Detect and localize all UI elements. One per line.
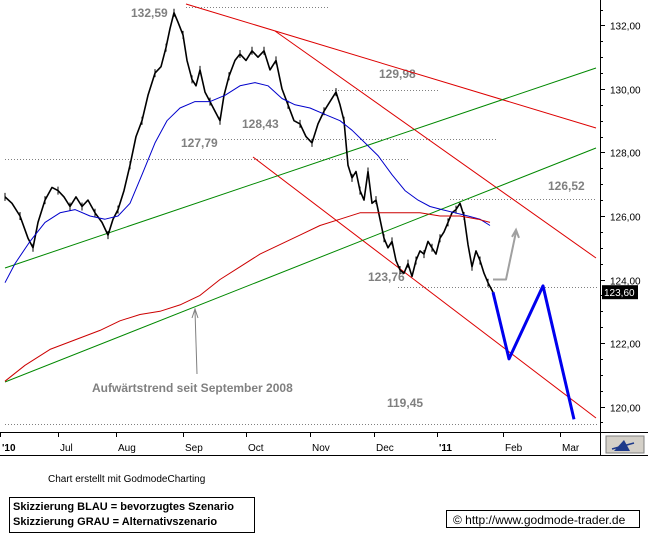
level-label-2: 129,98 (379, 67, 416, 81)
y-tick-label: 126,00 (610, 213, 641, 224)
trendline-green-lower (4, 147, 597, 383)
scenario-legend: Skizzierung BLAU = bevorzugtes Szenario … (9, 497, 255, 533)
x-tick-label: Jul (60, 443, 73, 454)
series-moving-average-2 (4, 82, 491, 283)
last-price-box (602, 285, 638, 300)
level-label-4: 127,79 (181, 136, 218, 150)
trendline-red-channel-top (274, 30, 597, 259)
x-tick-label: Oct (248, 443, 264, 454)
series-moving-average-3 (4, 212, 491, 382)
series-price-1 (4, 11, 494, 293)
legend-line-grey: Skizzierung GRAU = Alternativszenario (13, 516, 218, 528)
support-resistance-levels: 132,59 129,98 128,43 127,79 126,52 123,76 119,… (5, 6, 597, 425)
annotation-arrow-head (191, 307, 199, 319)
corner-logo-icon (605, 435, 645, 454)
y-tick-label: 120,00 (610, 404, 641, 415)
x-tick-label: '11 (439, 443, 452, 454)
price-series (4, 8, 576, 420)
y-axis: 132,00 130,00 128,00 126,00 124,00 122,00 120,… (600, 10, 641, 423)
level-label-1: 132,59 (131, 6, 168, 20)
y-tick-label: 128,00 (610, 149, 641, 160)
y-tick-label: 132,00 (610, 22, 641, 33)
x-axis: '10 Jul Aug Sep Oct Nov Dec '11 Feb Mar (0, 432, 580, 454)
x-tick-label: Aug (118, 443, 136, 454)
x-tick-label: Feb (505, 443, 523, 454)
trendline-red-channel-bottom (252, 156, 597, 419)
chart-credit: Chart erstellt mit GodmodeCharting (48, 474, 206, 485)
y-tick-label: 122,00 (610, 340, 641, 351)
legend-line-blue: Skizzierung BLAU = bevorzugtes Szenario (13, 501, 234, 513)
x-tick-label: Sep (185, 443, 203, 454)
plot-area (0, 0, 648, 456)
last-price-label: 123,60 (604, 288, 635, 299)
trendline-red-upper (185, 3, 597, 129)
plot-background (0, 0, 600, 432)
level-label-7: 119,45 (387, 396, 423, 410)
trend-lines (4, 3, 597, 419)
series-scenario-4 (491, 284, 576, 420)
x-tick-label: Mar (562, 443, 580, 454)
x-tick-label: '10 (2, 443, 16, 454)
level-label-3: 128,43 (242, 117, 279, 131)
grey-scenario-arrowhead (511, 227, 520, 239)
x-tick-label: Nov (312, 443, 330, 454)
annotation-arrow-shaft (194, 310, 198, 375)
x-tick-label: Dec (376, 443, 394, 454)
source-url-link[interactable]: © http://www.godmode-trader.de (446, 510, 640, 528)
level-label-6: 123,76 (368, 270, 405, 284)
series-scenario-5 (493, 231, 517, 281)
trendline-green-upper (4, 67, 597, 269)
y-tick-label: 124,00 (610, 277, 641, 288)
level-label-5: 126,52 (548, 179, 585, 193)
y-tick-label: 130,00 (610, 86, 641, 97)
annotation-uptrend: Aufwärtstrend seit September 2008 (92, 381, 293, 395)
